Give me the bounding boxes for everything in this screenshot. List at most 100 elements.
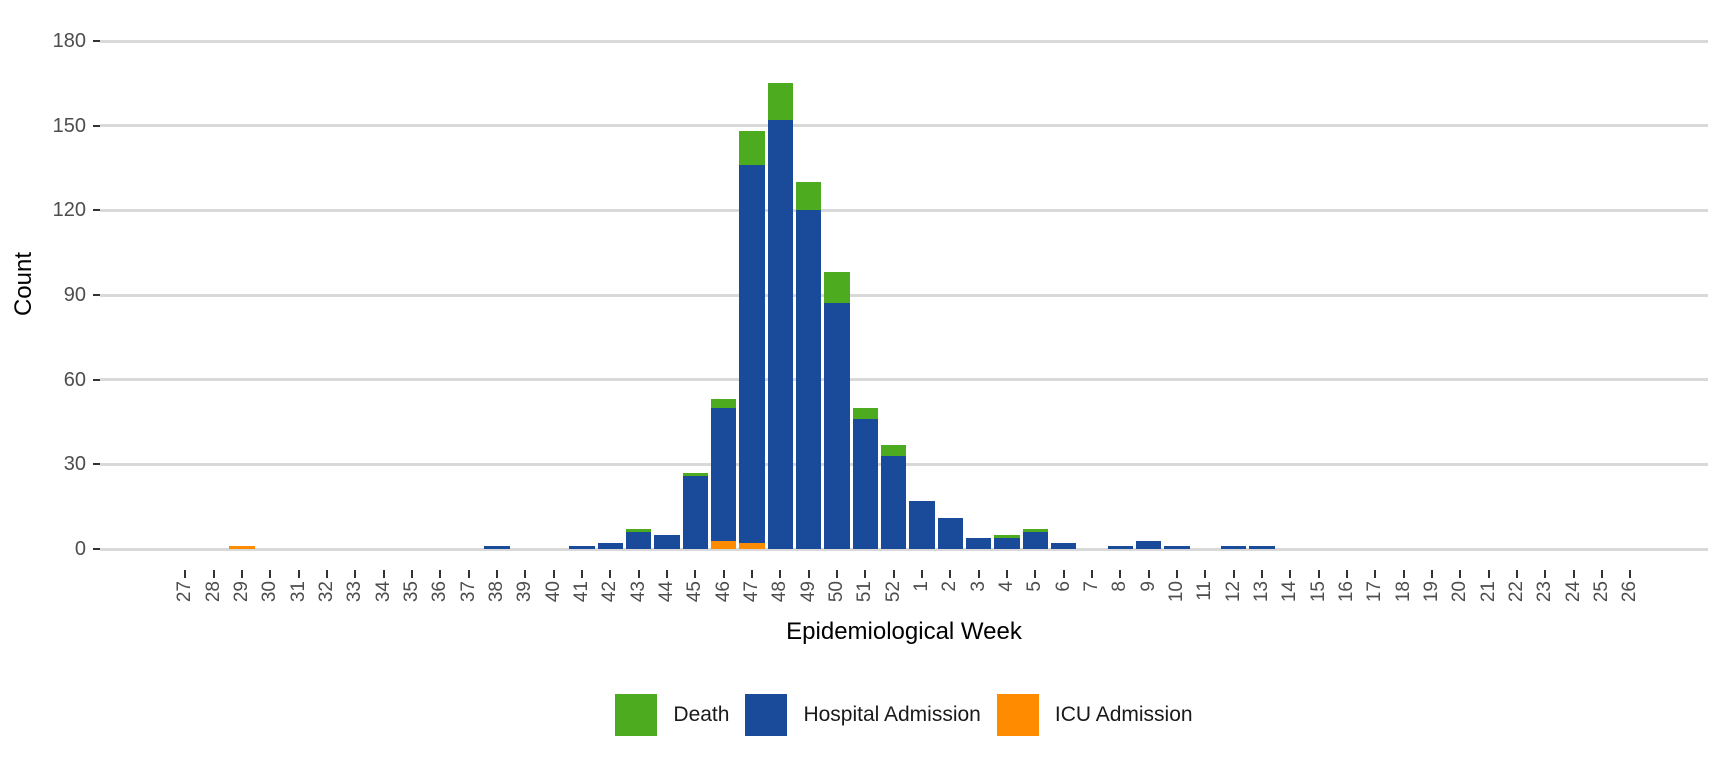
x-tick-mark — [722, 570, 725, 578]
x-axis-tick-label: 45 — [684, 581, 706, 603]
x-axis-tick-label: 8 — [1109, 581, 1131, 592]
legend-label-hospital-admission: Hospital Admission — [803, 703, 981, 726]
gridline — [100, 378, 1708, 382]
x-axis-tick-label: 14 — [1279, 581, 1301, 603]
bar-segment-hospital-admission — [1249, 546, 1275, 549]
legend-key-icu-admission-swatch — [996, 694, 1039, 736]
bar-segment-death — [682, 472, 709, 476]
bar-week-48 — [767, 83, 794, 549]
x-tick-mark — [977, 570, 980, 578]
x-axis-tick-label: 37 — [457, 581, 479, 603]
bar-week-13 — [1249, 546, 1275, 549]
y-tick-mark — [93, 548, 100, 550]
bar-segment-hospital-admission — [824, 303, 850, 549]
y-axis-tick-label: 60 — [63, 368, 86, 391]
bar-segment-death — [824, 272, 850, 304]
x-axis-tick-label: 27 — [174, 581, 196, 603]
x-tick-mark — [694, 570, 697, 578]
y-axis-tick-label: 90 — [63, 284, 86, 306]
bar-segment-hospital-admission — [852, 419, 879, 549]
bar-segment-hospital-admission — [710, 407, 737, 541]
bar-week-45 — [682, 472, 709, 549]
y-tick-mark — [93, 463, 100, 466]
x-tick-mark — [864, 570, 867, 578]
bar-segment-hospital-admission — [767, 120, 794, 549]
y-axis-tick-label: 150 — [52, 114, 86, 137]
bar-week-41 — [569, 546, 595, 549]
x-tick-mark — [665, 570, 668, 578]
x-tick-mark — [1374, 570, 1377, 578]
x-tick-mark — [1629, 570, 1632, 578]
x-tick-mark — [1034, 570, 1037, 578]
bar-segment-hospital-admission — [1164, 546, 1190, 549]
bar-week-29 — [229, 546, 255, 549]
x-tick-mark — [382, 570, 385, 578]
bar-segment-hospital-admission — [1022, 532, 1049, 549]
x-tick-mark — [949, 570, 952, 578]
x-axis-tick-label: 44 — [655, 581, 677, 603]
x-tick-mark — [1175, 570, 1178, 578]
x-tick-mark — [1515, 570, 1518, 578]
x-tick-mark — [1459, 570, 1462, 578]
x-axis-tick-label: 41 — [570, 581, 592, 603]
x-axis-tick-label: 32 — [315, 581, 337, 603]
x-tick-mark — [1119, 570, 1122, 578]
bar-segment-hospital-admission — [1135, 540, 1162, 549]
x-tick-mark — [779, 570, 782, 578]
bar-week-6 — [1050, 543, 1077, 549]
x-axis-tick-label: 38 — [485, 581, 507, 603]
bar-week-49 — [795, 182, 822, 549]
bar-week-8 — [1107, 546, 1134, 549]
x-tick-mark — [1232, 570, 1235, 578]
x-tick-mark — [269, 570, 272, 578]
bar-segment-death — [994, 534, 1020, 538]
y-axis-tick-label: 0 — [74, 538, 86, 560]
x-axis-tick-label: 4 — [995, 581, 1017, 592]
bar-segment-hospital-admission — [484, 546, 510, 549]
x-tick-mark — [184, 570, 187, 578]
plot-panel — [100, 20, 1708, 551]
x-tick-mark — [1260, 570, 1263, 578]
x-axis-tick-label: 17 — [1364, 581, 1386, 603]
bar-segment-death — [739, 131, 765, 166]
x-axis-tick-label: 9 — [1137, 581, 1159, 592]
bar-segment-death — [625, 529, 652, 533]
x-axis-tick-label: 35 — [400, 581, 422, 603]
bar-week-38 — [484, 546, 510, 549]
x-tick-mark — [1345, 570, 1348, 578]
x-tick-mark — [297, 570, 300, 578]
gridline — [100, 124, 1708, 128]
x-tick-mark — [1544, 570, 1547, 578]
x-axis-tick-label: 39 — [514, 581, 536, 603]
x-tick-mark — [1147, 570, 1150, 578]
x-axis-tick-label: 2 — [939, 581, 961, 592]
x-axis-tick-label: 50 — [825, 581, 847, 603]
bar-segment-hospital-admission — [682, 475, 709, 549]
x-axis-tick-label: 47 — [740, 581, 762, 603]
bar-week-50 — [824, 272, 850, 549]
bar-segment-hospital-admission — [937, 517, 964, 549]
bar-week-51 — [852, 407, 879, 549]
gridline — [100, 208, 1708, 212]
y-tick-mark — [93, 124, 100, 127]
bar-week-10 — [1164, 546, 1190, 549]
x-tick-mark — [1430, 570, 1433, 578]
x-axis-tick-label: 40 — [542, 581, 564, 603]
x-axis-tick-label: 16 — [1335, 581, 1357, 603]
bar-week-43 — [625, 529, 652, 549]
bar-segment-hospital-admission — [739, 165, 765, 544]
y-tick-mark — [93, 378, 100, 381]
x-axis-tick-label: 19 — [1420, 581, 1442, 603]
bar-segment-death — [880, 444, 907, 456]
x-axis-tick-label: 48 — [769, 581, 791, 603]
x-axis-tick-label: 22 — [1505, 581, 1527, 603]
bar-segment-death — [1022, 529, 1049, 533]
bar-segment-hospital-admission — [1107, 546, 1134, 549]
x-axis-tick-label: 30 — [259, 581, 281, 603]
gridline — [100, 39, 1708, 43]
x-tick-mark — [439, 570, 442, 578]
x-tick-mark — [467, 570, 470, 578]
x-tick-mark — [580, 570, 583, 578]
x-axis-tick-label: 23 — [1534, 581, 1556, 603]
legend-key-hospital-admission-swatch — [745, 694, 788, 736]
